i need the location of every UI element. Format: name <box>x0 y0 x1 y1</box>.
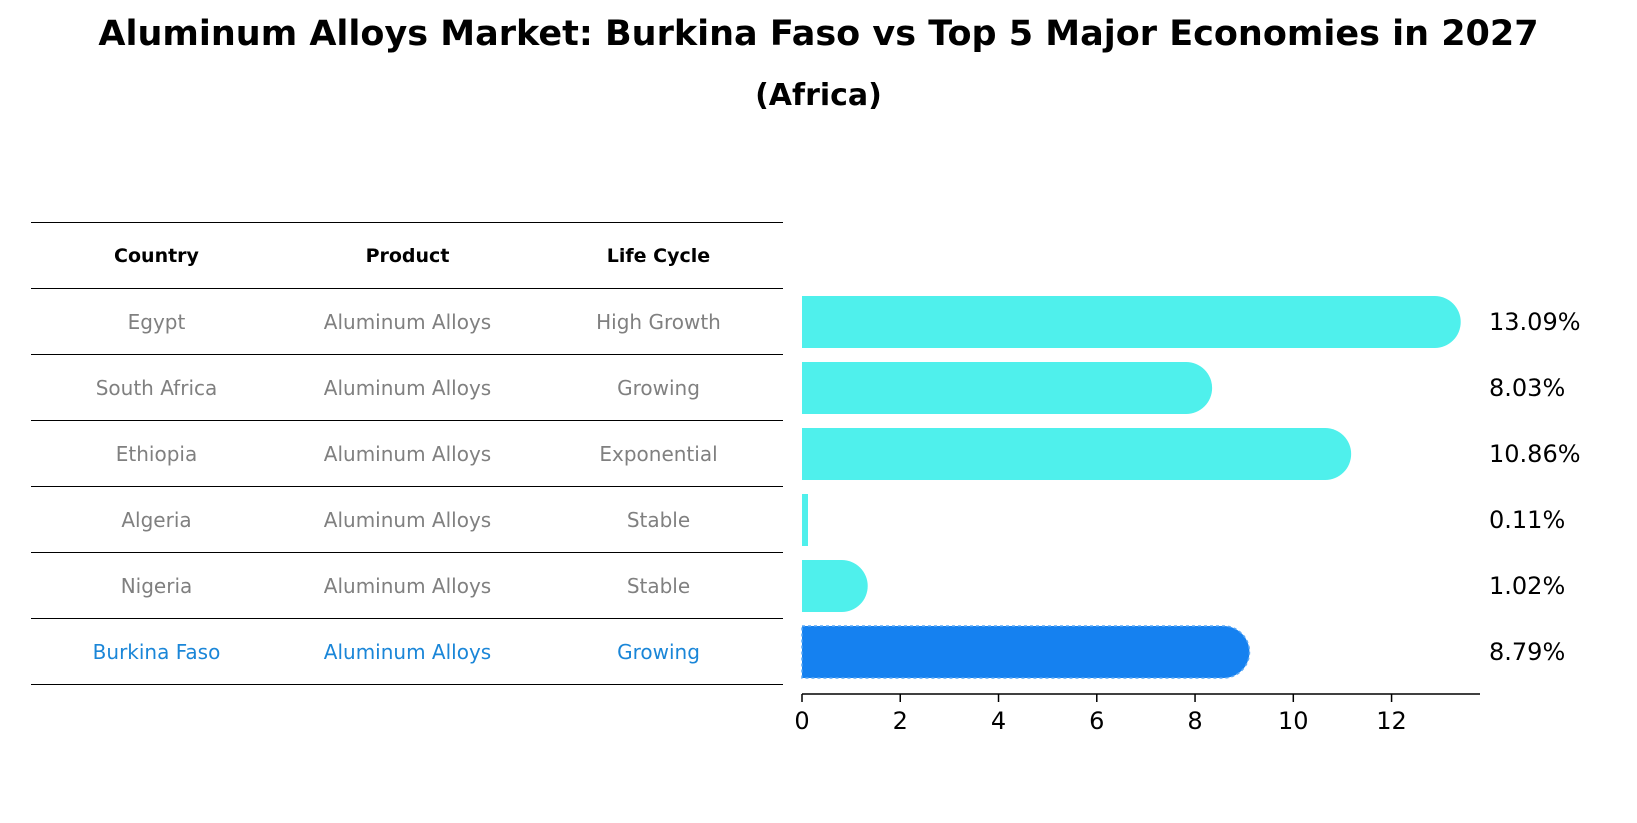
data-label: 8.03% <box>1489 374 1565 402</box>
cell-life-cycle: Stable <box>626 507 691 532</box>
x-tick-label: 2 <box>893 707 908 735</box>
x-tick-label: 10 <box>1278 707 1309 735</box>
x-tick-label: 0 <box>794 707 809 735</box>
bar-algeria <box>802 494 808 546</box>
data-label: 0.11% <box>1489 506 1565 534</box>
cell-product: Aluminum Alloys <box>323 375 492 400</box>
data-label: 10.86% <box>1489 440 1581 468</box>
table-row: Ethiopia Aluminum Alloys Exponential <box>31 420 783 486</box>
table-row-highlighted: Burkina Faso Aluminum Alloys Growing <box>31 618 783 685</box>
data-label: 8.79% <box>1489 638 1565 666</box>
x-tick-label: 4 <box>991 707 1006 735</box>
header-life-cycle: Life Cycle <box>606 244 711 267</box>
cell-country: Ethiopia <box>115 441 198 466</box>
cell-country: Algeria <box>121 507 192 532</box>
cell-life-cycle: High Growth <box>596 309 721 334</box>
cell-life-cycle: Exponential <box>599 441 718 466</box>
cell-product: Aluminum Alloys <box>323 573 492 598</box>
cell-product: Aluminum Alloys <box>323 507 492 532</box>
bar-ethiopia <box>802 428 1352 480</box>
chart-subtitle: (Africa) <box>755 78 882 113</box>
x-tick-label: 8 <box>1187 707 1202 735</box>
bar-egypt <box>802 296 1461 348</box>
bar-nigeria <box>802 560 868 612</box>
header-product: Product <box>365 244 450 267</box>
bar-highlight-outline <box>801 625 1251 679</box>
table-row: Egypt Aluminum Alloys High Growth <box>31 288 783 354</box>
chart-title: Aluminum Alloys Market: Burkina Faso vs … <box>98 14 1539 54</box>
data-label: 13.09% <box>1489 308 1581 336</box>
cell-product: Aluminum Alloys <box>323 639 492 664</box>
cell-country: Egypt <box>127 309 186 334</box>
x-tick-label: 12 <box>1376 707 1407 735</box>
cell-life-cycle: Growing <box>617 639 700 664</box>
bar-burkina-faso <box>802 626 1250 678</box>
cell-product: Aluminum Alloys <box>323 441 492 466</box>
table-row: Nigeria Aluminum Alloys Stable <box>31 552 783 618</box>
table-row: Algeria Aluminum Alloys Stable <box>31 486 783 552</box>
cell-life-cycle: Stable <box>626 573 691 598</box>
data-label: 1.02% <box>1489 572 1565 600</box>
header-country: Country <box>114 244 199 267</box>
table-header-row: Country Product Life Cycle <box>31 222 783 288</box>
bar-south-africa <box>802 362 1213 414</box>
cell-country: Burkina Faso <box>92 639 221 664</box>
cell-country: Nigeria <box>120 573 193 598</box>
x-tick-label: 6 <box>1089 707 1104 735</box>
cell-life-cycle: Growing <box>617 375 700 400</box>
cell-product: Aluminum Alloys <box>323 309 492 334</box>
cell-country: South Africa <box>95 375 218 400</box>
data-table: Country Product Life Cycle Egypt Aluminu… <box>31 222 783 685</box>
table-row: South Africa Aluminum Alloys Growing <box>31 354 783 420</box>
